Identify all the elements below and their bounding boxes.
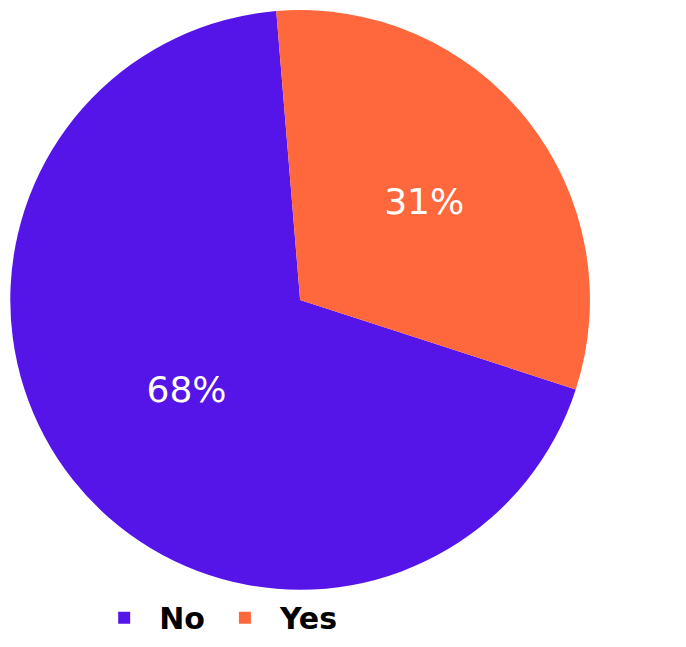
svg-text:Yes: Yes	[279, 601, 337, 636]
svg-text:68%: 68%	[146, 369, 226, 410]
svg-text:31%: 31%	[384, 181, 464, 222]
svg-text:No: No	[159, 601, 205, 636]
